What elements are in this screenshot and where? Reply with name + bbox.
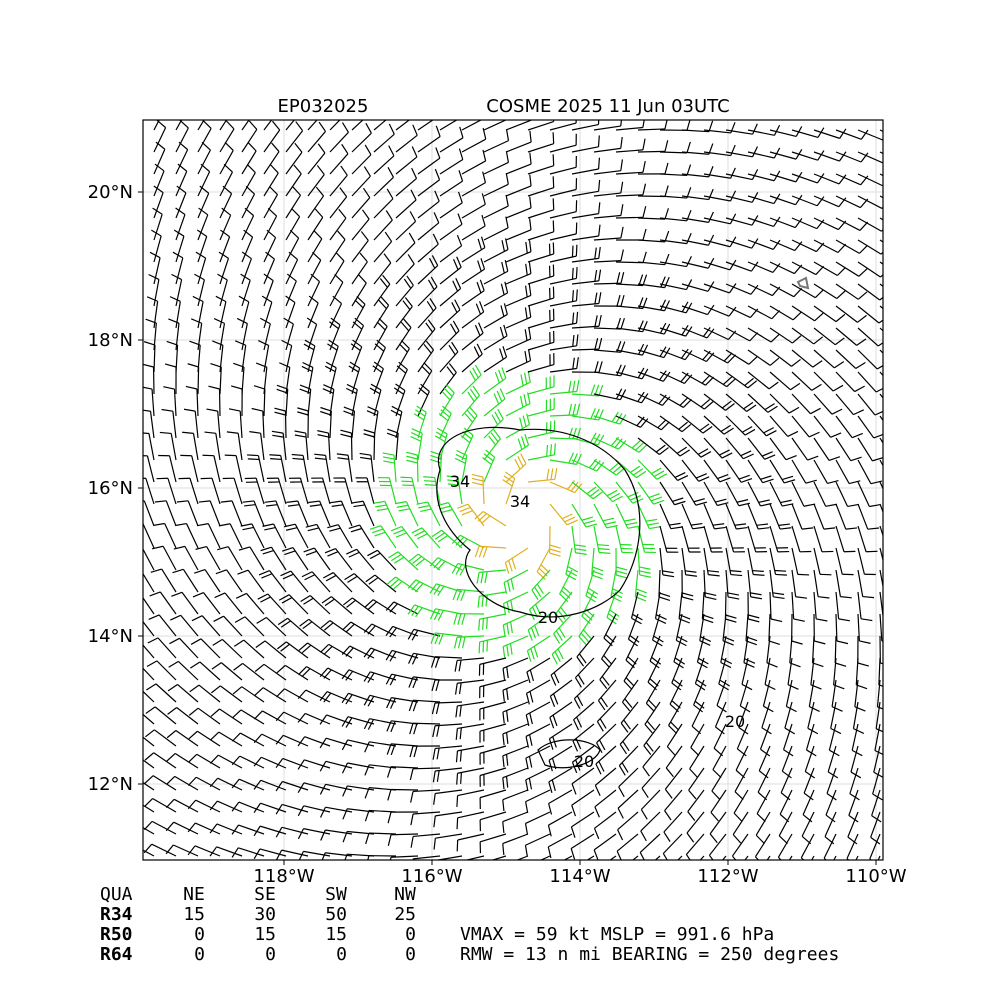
barb-tick bbox=[551, 444, 552, 455]
barb-staff bbox=[417, 455, 418, 482]
lat-label: 18°N bbox=[88, 330, 133, 351]
contour-label: 20 bbox=[574, 752, 594, 771]
contour-label: 34 bbox=[510, 492, 530, 511]
stats-line: RMW = 13 n mi BEARING = 250 degrees bbox=[460, 944, 839, 965]
barb-tick bbox=[483, 618, 484, 629]
barb-tick bbox=[798, 574, 809, 575]
table-cell: 0 bbox=[405, 924, 416, 945]
table-cell: 0 bbox=[265, 944, 276, 965]
barb-tick bbox=[461, 772, 462, 783]
contour-label: 20 bbox=[725, 712, 745, 731]
barb-tick bbox=[553, 154, 554, 165]
contour-label: 20 bbox=[538, 608, 558, 627]
barb-tick bbox=[547, 445, 548, 456]
contour-label: 34 bbox=[450, 472, 470, 491]
table-cell: 0 bbox=[336, 944, 347, 965]
table-cell: 15 bbox=[325, 924, 347, 945]
table-cell: 15 bbox=[183, 904, 205, 925]
table-header: SE bbox=[254, 884, 276, 905]
table-cell: 0 bbox=[405, 944, 416, 965]
table-cell: 0 bbox=[194, 924, 205, 945]
table-cell: 15 bbox=[254, 924, 276, 945]
barb-tick bbox=[248, 459, 259, 460]
table-cell: 50 bbox=[325, 904, 347, 925]
barb-tick bbox=[270, 459, 281, 460]
lat-label: 16°N bbox=[88, 478, 133, 499]
barb-tick bbox=[553, 176, 554, 187]
barb-tick bbox=[598, 135, 599, 146]
lon-label: 110°W bbox=[845, 866, 906, 887]
table-header: SW bbox=[325, 884, 347, 905]
barb-tick bbox=[457, 796, 458, 807]
barb-tick bbox=[487, 618, 488, 629]
lon-label: 112°W bbox=[697, 866, 758, 887]
barb-tick bbox=[483, 641, 484, 652]
barb-tick bbox=[553, 132, 554, 143]
barb-staff bbox=[198, 367, 199, 394]
row-label: R34 bbox=[100, 904, 133, 925]
lat-label: 12°N bbox=[88, 774, 133, 795]
barb-tick bbox=[576, 289, 577, 300]
barb-tick bbox=[269, 455, 280, 456]
barb-tick bbox=[423, 477, 434, 478]
table-cell: 0 bbox=[194, 944, 205, 965]
table-header: QUA bbox=[100, 884, 133, 905]
barb-tick bbox=[424, 481, 435, 482]
barb-tick bbox=[775, 571, 786, 572]
barb-tick bbox=[752, 571, 763, 572]
lat-label: 14°N bbox=[88, 626, 133, 647]
barb-tick bbox=[225, 455, 236, 456]
table-header: NW bbox=[394, 884, 416, 905]
barb-tick bbox=[572, 246, 573, 257]
barb-tick bbox=[247, 455, 258, 456]
barb-tick bbox=[479, 642, 480, 653]
row-label: R64 bbox=[100, 944, 133, 965]
barb-tick bbox=[555, 443, 556, 454]
lon-label: 114°W bbox=[549, 866, 610, 887]
barb-tick bbox=[425, 485, 436, 486]
stats-line: VMAX = 59 kt MSLP = 991.6 hPa bbox=[460, 924, 774, 945]
storm-id: EP032025 bbox=[278, 96, 369, 117]
table-cell: 30 bbox=[254, 904, 276, 925]
barb-tick bbox=[776, 574, 787, 575]
table-header: NE bbox=[183, 884, 205, 905]
barb-tick bbox=[576, 267, 577, 278]
barb-tick bbox=[753, 574, 764, 575]
barb-tick bbox=[457, 773, 458, 784]
barb-tick bbox=[457, 818, 458, 829]
row-label: R50 bbox=[100, 924, 133, 945]
barb-tick bbox=[479, 619, 480, 630]
barb-tick bbox=[573, 268, 574, 279]
barb-staff bbox=[285, 411, 286, 438]
barb-tick bbox=[576, 245, 577, 256]
barb-tick bbox=[573, 290, 574, 301]
barb-staff bbox=[413, 768, 440, 769]
title: COSME 2025 11 Jun 03UTC bbox=[486, 96, 729, 117]
barb-staff bbox=[351, 433, 352, 460]
barb-staff bbox=[391, 834, 418, 835]
barb-tick bbox=[487, 640, 488, 651]
table-cell: 25 bbox=[394, 904, 416, 925]
lat-label: 20°N bbox=[88, 182, 133, 203]
